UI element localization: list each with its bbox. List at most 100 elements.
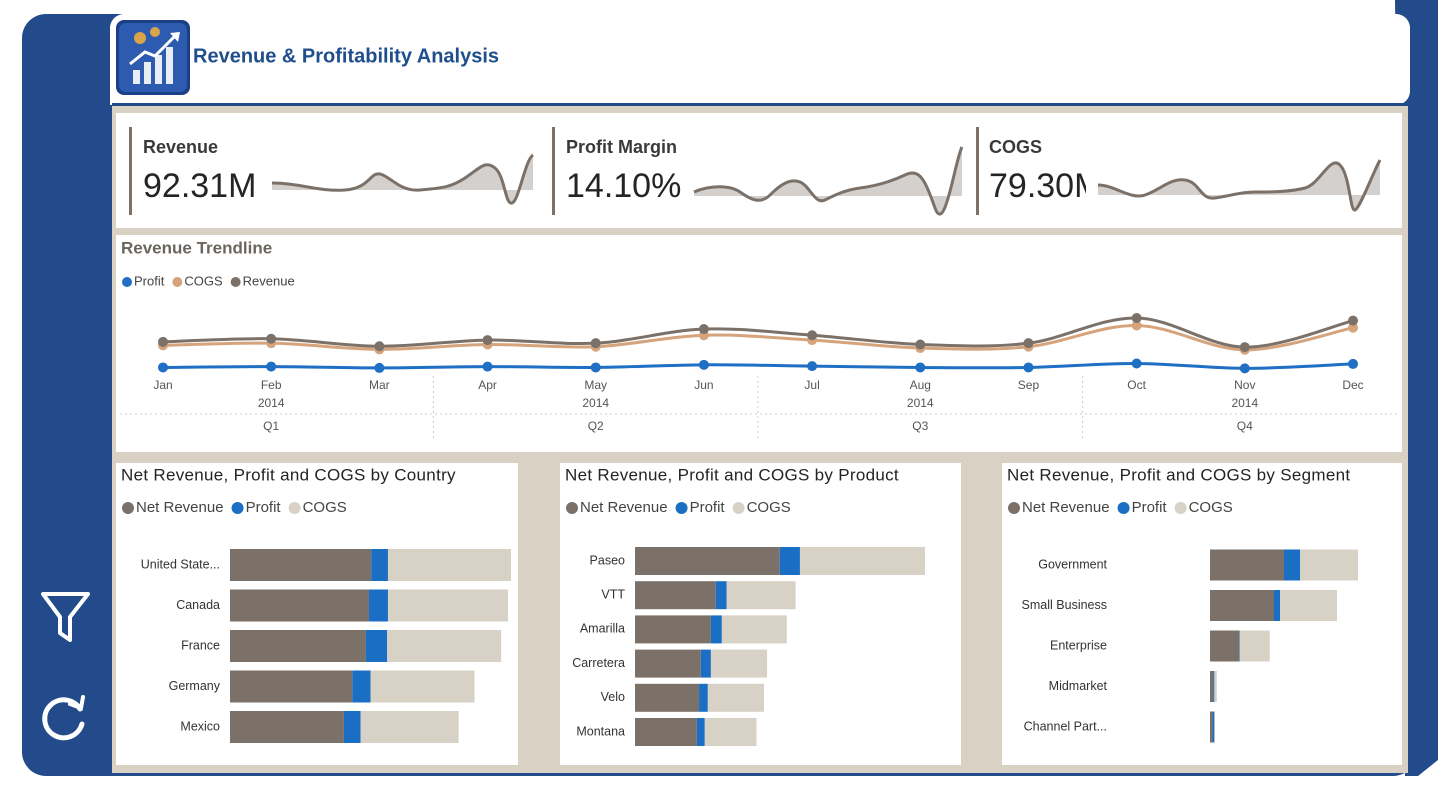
- category-label: Channel Part...: [1024, 719, 1107, 733]
- series-point: [807, 330, 818, 341]
- category-label: Mexico: [180, 719, 220, 733]
- bar-segment: [726, 581, 796, 610]
- bar-segment: [1214, 671, 1217, 702]
- kpi-label: Profit Margin: [566, 137, 677, 157]
- header-bg: [110, 14, 1410, 105]
- kpi-value: 79.30M: [989, 167, 1102, 205]
- series-point: [374, 362, 385, 373]
- x-tick-label: Nov: [1234, 378, 1255, 392]
- series-point: [1131, 313, 1142, 323]
- legend-marker: [231, 502, 244, 514]
- series-point: [1348, 358, 1358, 369]
- category-label: United State...: [141, 557, 220, 571]
- bar-segment: [799, 547, 925, 575]
- sparkline-area: [694, 147, 962, 215]
- quarter-label: Q4: [1237, 419, 1253, 433]
- bar-segment: [387, 630, 502, 662]
- legend-marker: [122, 502, 134, 514]
- legend-label: Net Revenue: [580, 499, 668, 516]
- bar-segment: [1273, 590, 1281, 621]
- kpi-label: Revenue: [143, 137, 218, 157]
- series-point: [158, 336, 168, 347]
- category-label: Paseo: [590, 553, 625, 567]
- bar-segment: [721, 615, 787, 644]
- bar-segment: [1284, 549, 1301, 581]
- category-label: Enterprise: [1050, 638, 1107, 652]
- kpi-label: COGS: [989, 137, 1042, 157]
- series-point: [1131, 320, 1142, 331]
- bar-segment: [368, 589, 388, 622]
- kpi-accent: [129, 127, 132, 215]
- bar-segment: [1214, 711, 1215, 743]
- bar-segment: [1210, 671, 1214, 702]
- sparkline-area: [1098, 160, 1380, 211]
- x-tick-label: Jul: [804, 378, 819, 392]
- product-panel: [560, 463, 961, 765]
- x-tick-label: Jan: [153, 378, 172, 392]
- category-label: Amarilla: [580, 622, 625, 636]
- bar-segment: [704, 718, 757, 746]
- filter-button[interactable]: [41, 592, 90, 642]
- bar-segment: [365, 630, 388, 662]
- bar-segment: [1300, 549, 1358, 581]
- bar-segment: [699, 683, 708, 712]
- series-line: [162, 316, 1354, 349]
- kpi-card: Revenue 92.31M: [129, 127, 535, 215]
- x-tick-label: Aug: [910, 378, 931, 392]
- legend-label: Revenue: [243, 273, 295, 288]
- bar-segment: [1280, 590, 1337, 621]
- series-point: [590, 362, 601, 373]
- legend-label: Profit: [134, 273, 165, 288]
- bar-segment: [230, 589, 369, 622]
- series-point: [158, 362, 168, 373]
- series-point: [915, 362, 926, 373]
- bar-segment: [635, 547, 780, 575]
- page-title: Revenue & Profitability Analysis: [193, 45, 499, 67]
- legend-label: COGS: [303, 499, 347, 516]
- x-tick-label: Apr: [478, 378, 497, 392]
- bar-segment: [1210, 630, 1240, 662]
- series-point: [266, 333, 277, 344]
- year-label: 2014: [1231, 396, 1258, 410]
- bar-segment: [635, 649, 701, 678]
- kpi-accent: [976, 127, 979, 215]
- chart-title: Net Revenue, Profit and COGS by Country: [121, 465, 456, 484]
- series-point: [590, 338, 601, 349]
- quarter-label: Q3: [912, 419, 928, 433]
- bar-segment: [230, 711, 344, 743]
- x-tick-label: Oct: [1127, 378, 1146, 392]
- series-point: [266, 361, 277, 372]
- kpi-value: 14.10%: [566, 167, 681, 205]
- refresh-button[interactable]: [42, 695, 85, 741]
- series-point: [1023, 338, 1034, 349]
- bar-segment: [387, 549, 511, 581]
- bar-segment: [230, 670, 353, 703]
- quarter-label: Q2: [588, 419, 604, 433]
- legend-label: COGS: [747, 499, 791, 516]
- series-point: [374, 341, 385, 352]
- year-label: 2014: [258, 396, 285, 410]
- category-label: Montana: [576, 724, 625, 738]
- series-point: [1239, 363, 1250, 374]
- category-label: Carretera: [572, 656, 625, 670]
- kpi-card: Profit Margin 14.10%: [552, 127, 964, 216]
- bar-segment: [387, 589, 508, 622]
- legend-label: Net Revenue: [1022, 499, 1110, 516]
- bar-segment: [710, 649, 768, 678]
- bar-segment: [635, 683, 700, 712]
- legend-marker: [172, 277, 183, 287]
- bar-segment: [1210, 711, 1213, 743]
- bar-segment: [230, 549, 372, 581]
- legend-label: Profit: [690, 499, 726, 516]
- chart-title: Net Revenue, Profit and COGS by Product: [565, 465, 899, 484]
- series-point: [1131, 358, 1142, 369]
- category-label: Germany: [169, 679, 221, 693]
- bar-segment: [1210, 590, 1274, 621]
- legend-label: Profit: [246, 499, 282, 516]
- x-tick-label: Jun: [694, 378, 713, 392]
- legend-label: COGS: [184, 273, 223, 288]
- category-label: France: [181, 638, 220, 652]
- sparkline: [693, 146, 964, 216]
